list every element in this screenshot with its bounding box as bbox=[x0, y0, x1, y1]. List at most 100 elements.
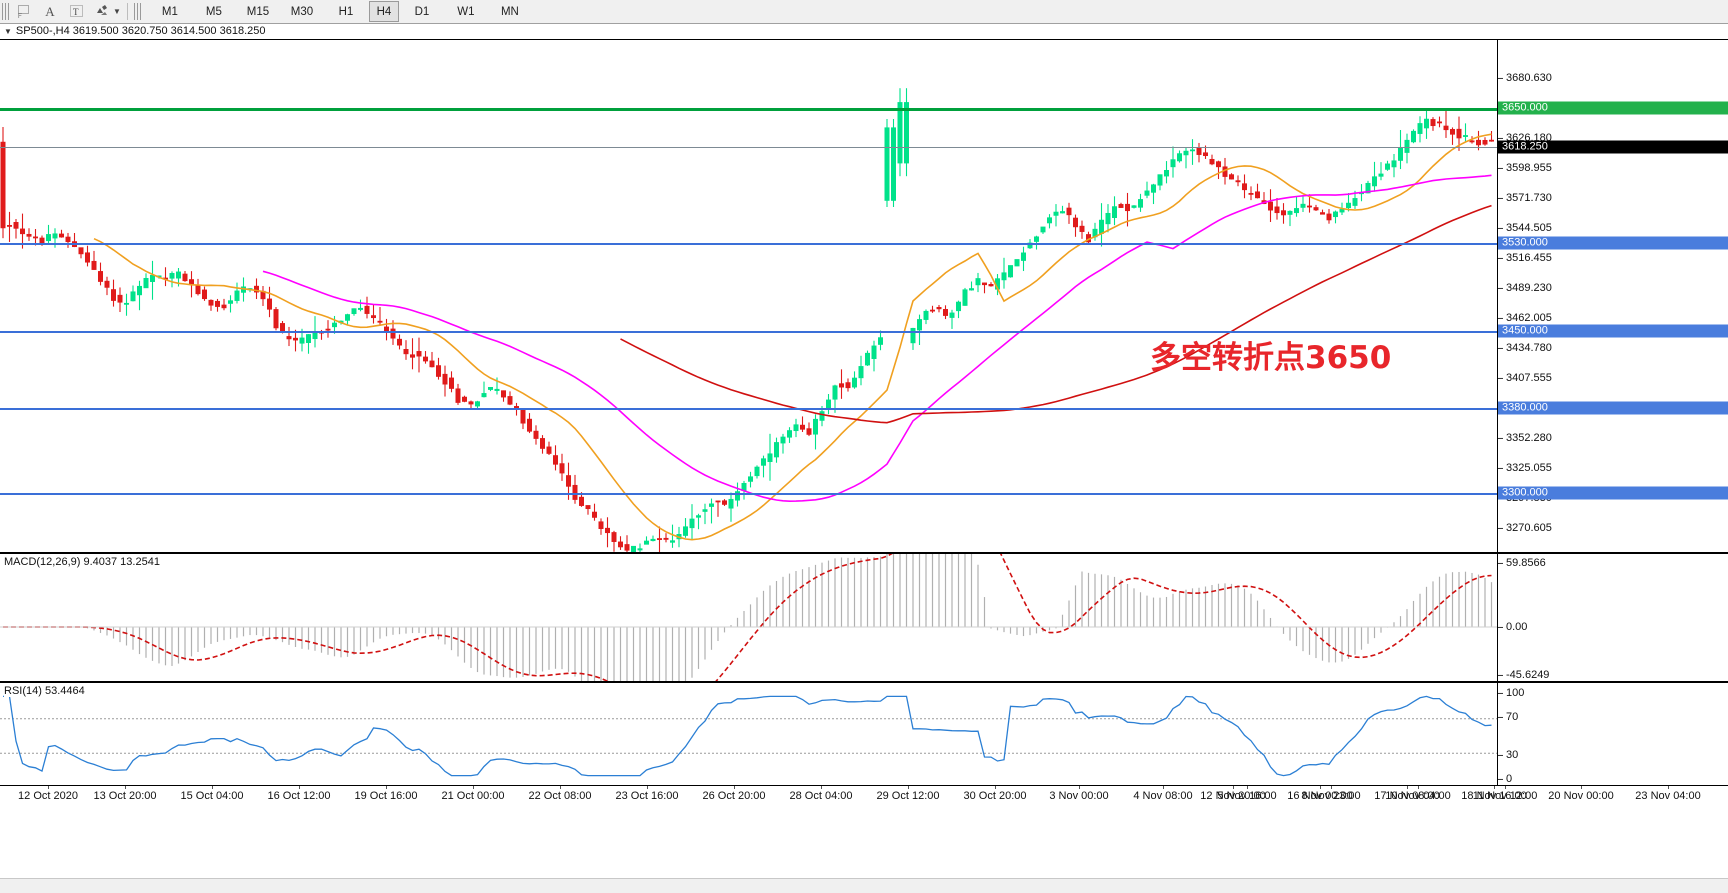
time-label: 28 Oct 04:00 bbox=[789, 790, 853, 802]
time-tick bbox=[1494, 786, 1495, 789]
level-line-3650[interactable] bbox=[0, 108, 1497, 111]
time-tick bbox=[1247, 786, 1248, 789]
price-label-3450: 3450.000 bbox=[1498, 324, 1728, 338]
price-chart-panel[interactable]: 多空转折点3650 3680.630 3626.180 3598.955 3571.7… bbox=[0, 39, 1728, 553]
toolbar-grip-1[interactable] bbox=[2, 3, 9, 20]
annotation-text: 多空转折点3650 bbox=[1150, 340, 1392, 376]
time-tick bbox=[125, 786, 126, 789]
time-label: 26 Oct 20:00 bbox=[702, 790, 766, 802]
macd-tick: -45.6249 bbox=[1498, 669, 1549, 681]
macd-plot-area[interactable] bbox=[0, 554, 1497, 681]
time-tick bbox=[1581, 786, 1582, 789]
rsi-plot-area[interactable] bbox=[0, 683, 1497, 785]
time-label: 11 Nov 12:00 bbox=[1472, 790, 1538, 802]
timeframe-h4[interactable]: H4 bbox=[368, 1, 399, 22]
time-label: 22 Oct 08:00 bbox=[528, 790, 592, 802]
level-line-3530[interactable] bbox=[0, 243, 1497, 245]
horizontal-scrollbar[interactable] bbox=[0, 878, 1728, 893]
time-label: 23 Oct 16:00 bbox=[615, 790, 679, 802]
toolbar: F A T ▼ M1 M5 M15 M30 H1 H4 D1 W1 MN bbox=[0, 0, 1728, 24]
timeframe-m5[interactable]: M5 bbox=[205, 5, 222, 18]
macd-panel[interactable]: MACD(12,26,9) 9.4037 13.2541 59.8566 0.00… bbox=[0, 553, 1728, 682]
svg-text:T: T bbox=[73, 7, 79, 17]
time-tick bbox=[1668, 786, 1669, 789]
rsi-tick: 0 bbox=[1498, 773, 1512, 785]
time-label: 13 Oct 20:00 bbox=[93, 790, 157, 802]
level-line-3380[interactable] bbox=[0, 408, 1497, 410]
timeframe-d1[interactable]: D1 bbox=[414, 5, 430, 18]
time-label: 15 Oct 04:00 bbox=[180, 790, 244, 802]
time-label: 10 Nov 04:00 bbox=[1385, 790, 1451, 802]
time-label: 21 Oct 00:00 bbox=[441, 790, 505, 802]
text-label-icon[interactable]: A bbox=[45, 3, 55, 19]
time-tick bbox=[734, 786, 735, 789]
level-line-3618.25[interactable] bbox=[0, 147, 1497, 148]
crosshair-icon[interactable]: F bbox=[11, 1, 37, 22]
rsi-label: RSI(14) 53.4464 bbox=[4, 685, 89, 697]
price-tick: 3462.005 bbox=[1498, 312, 1552, 324]
time-label: 16 Nov 00:00 bbox=[1287, 790, 1353, 802]
time-tick bbox=[1407, 786, 1408, 789]
price-tick: 3489.230 bbox=[1498, 282, 1552, 294]
price-label-3650: 3650.000 bbox=[1498, 101, 1728, 115]
price-tick: 3407.555 bbox=[1498, 372, 1552, 384]
price-label-3618: 3618.250 bbox=[1498, 140, 1728, 154]
price-scale[interactable]: 3680.630 3626.180 3598.955 3571.730 3544.505… bbox=[1497, 40, 1728, 552]
price-tick: 3352.280 bbox=[1498, 432, 1552, 444]
time-tick bbox=[1418, 786, 1419, 789]
toolbar-grip-2[interactable] bbox=[133, 3, 141, 20]
rsi-panel[interactable]: RSI(14) 53.4464 100 70 30 0 bbox=[0, 682, 1728, 786]
price-tick: 3434.780 bbox=[1498, 342, 1552, 354]
level-line-3300[interactable] bbox=[0, 493, 1497, 495]
time-tick bbox=[1331, 786, 1332, 789]
time-tick bbox=[560, 786, 561, 789]
time-label: 12 Oct 2020 bbox=[18, 790, 78, 802]
symbol-bar: ▼ SP500-,H4 3619.500 3620.750 3614.500 3… bbox=[0, 24, 1728, 38]
time-tick bbox=[212, 786, 213, 789]
time-label: 3 Nov 00:00 bbox=[1049, 790, 1109, 802]
time-tick bbox=[1079, 786, 1080, 789]
timeframe-m1[interactable]: M1 bbox=[161, 5, 178, 18]
time-label: 29 Oct 12:00 bbox=[876, 790, 940, 802]
time-label: 5 Nov 16:00 bbox=[1217, 790, 1277, 802]
price-label-3530: 3530.000 bbox=[1498, 236, 1728, 250]
timeframe-h1[interactable]: H1 bbox=[338, 5, 354, 18]
timeframe-w1[interactable]: W1 bbox=[457, 5, 475, 18]
time-label: 19 Oct 16:00 bbox=[354, 790, 418, 802]
time-axis[interactable]: 12 Oct 2020 13 Oct 20:00 15 Oct 04:00 16 Oc… bbox=[0, 786, 1728, 893]
price-tick: 3270.605 bbox=[1498, 522, 1552, 534]
time-tick bbox=[821, 786, 822, 789]
macd-scale[interactable]: 59.8566 0.00 -45.6249 bbox=[1497, 554, 1728, 681]
price-tick: 3325.055 bbox=[1498, 462, 1552, 474]
timeframe-mn[interactable]: MN bbox=[500, 5, 519, 18]
rsi-tick: 70 bbox=[1498, 711, 1518, 723]
time-tick bbox=[473, 786, 474, 789]
level-line-3450[interactable] bbox=[0, 331, 1497, 333]
candlestick-series bbox=[0, 88, 1495, 552]
macd-tick: 0.00 bbox=[1498, 621, 1527, 633]
price-plot-area[interactable]: 多空转折点3650 bbox=[0, 40, 1497, 552]
svg-text:F: F bbox=[18, 14, 22, 19]
chevron-down-icon[interactable]: ▼ bbox=[4, 26, 12, 36]
time-tick bbox=[1320, 786, 1321, 789]
time-label: 17 Nov 08:00 bbox=[1374, 790, 1440, 802]
price-tick: 3598.955 bbox=[1498, 162, 1552, 174]
price-tick: 3680.630 bbox=[1498, 72, 1552, 84]
text-box-icon[interactable]: T bbox=[63, 1, 89, 22]
rsi-tick: 100 bbox=[1498, 687, 1524, 699]
time-tick bbox=[1163, 786, 1164, 789]
timeframe-m30[interactable]: M30 bbox=[290, 5, 314, 18]
rsi-scale[interactable]: 100 70 30 0 bbox=[1497, 683, 1728, 785]
macd-label: MACD(12,26,9) 9.4037 13.2541 bbox=[4, 556, 164, 568]
time-tick bbox=[1505, 786, 1506, 789]
rsi-tick: 30 bbox=[1498, 749, 1518, 761]
timeframe-m15[interactable]: M15 bbox=[246, 5, 270, 18]
time-label: 12 Nov 20:00 bbox=[1200, 790, 1266, 802]
time-tick bbox=[1233, 786, 1234, 789]
chevron-down-icon[interactable]: ▼ bbox=[113, 7, 121, 16]
macd-tick: 59.8566 bbox=[1498, 557, 1546, 569]
shapes-icon[interactable] bbox=[89, 1, 115, 22]
price-label-3380: 3380.000 bbox=[1498, 401, 1728, 415]
time-tick bbox=[299, 786, 300, 789]
